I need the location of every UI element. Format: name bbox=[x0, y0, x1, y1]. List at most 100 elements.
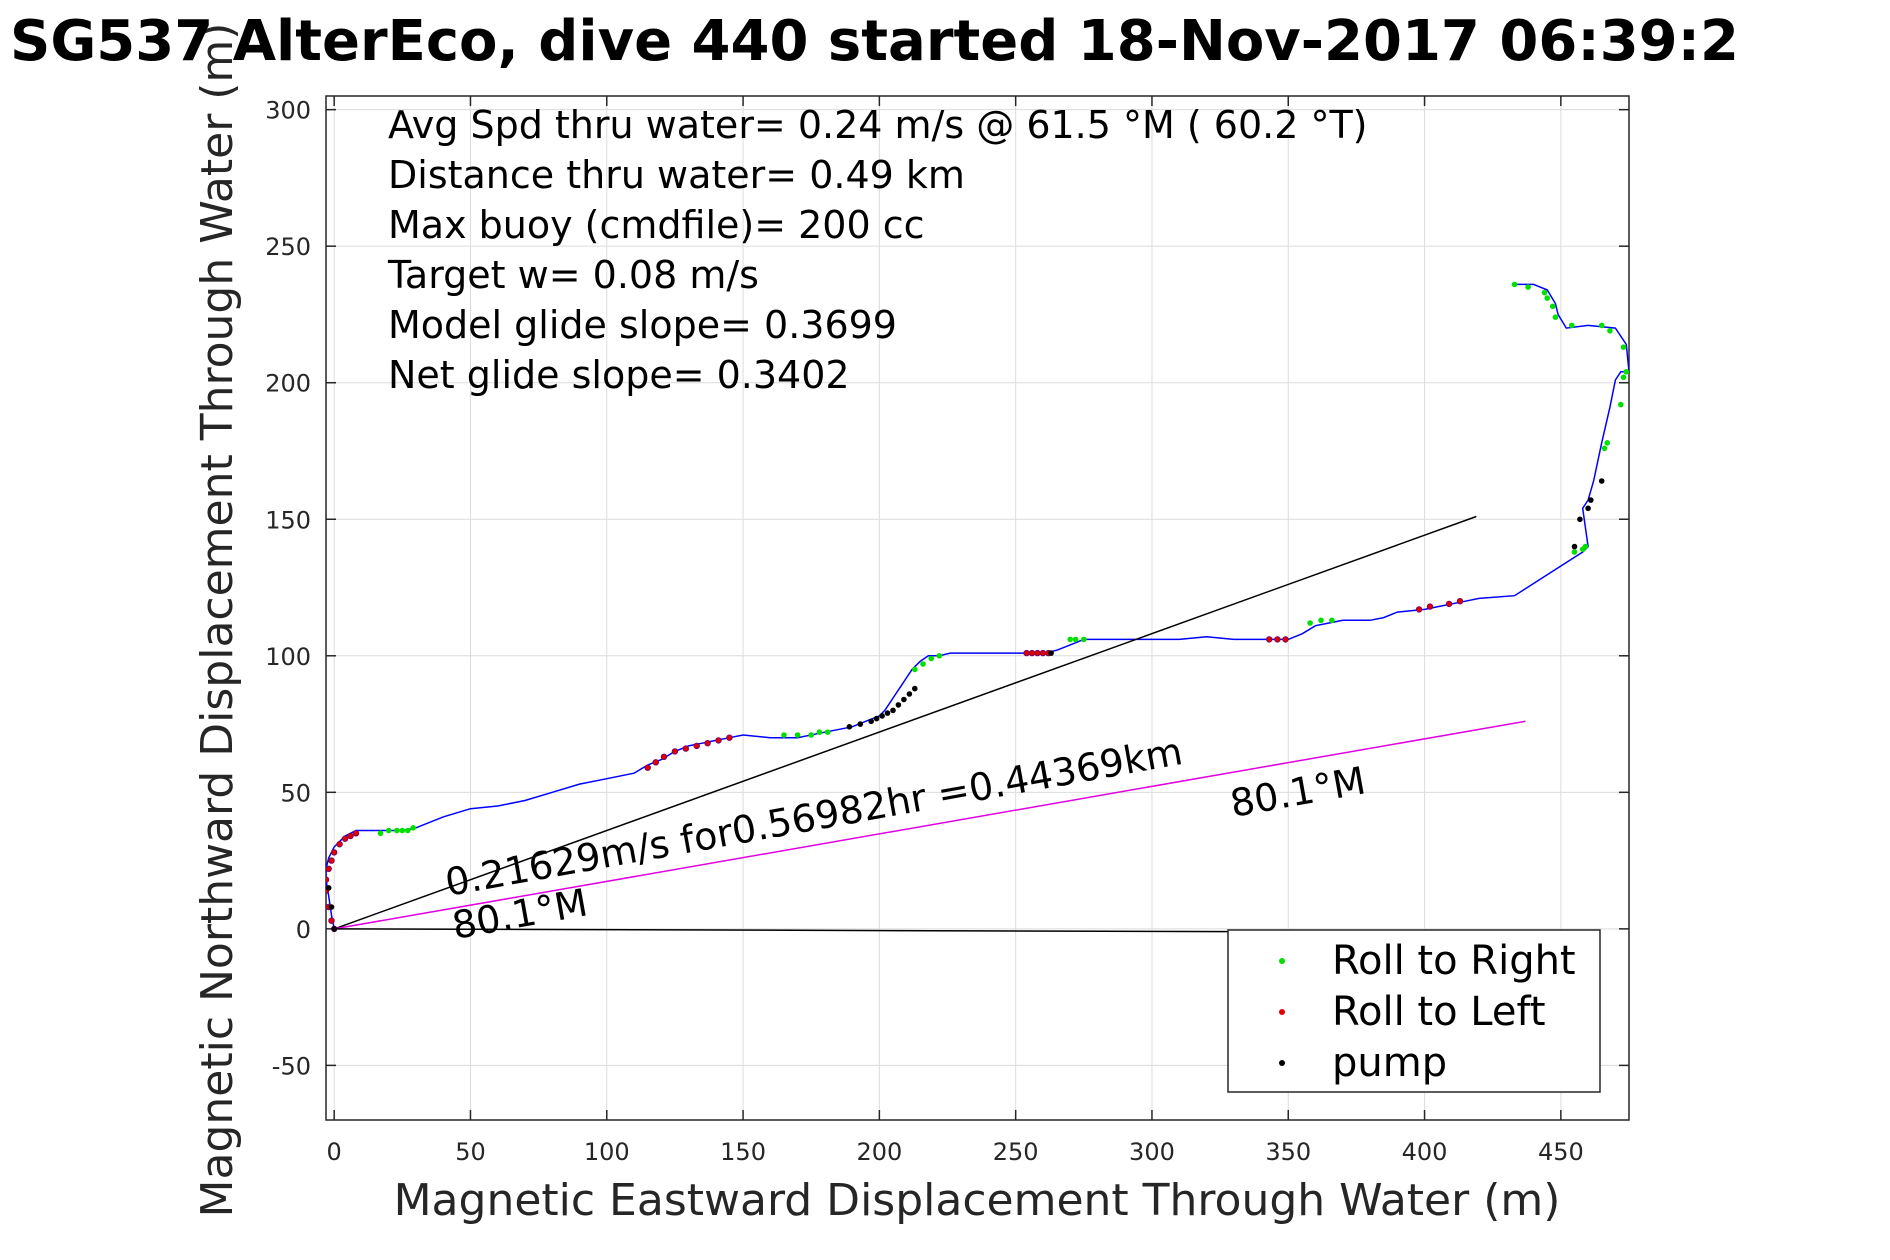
point-roll-to-right bbox=[928, 655, 934, 662]
y-tick-label: 250 bbox=[265, 233, 311, 261]
point-roll-to-right bbox=[1571, 549, 1578, 555]
point-pump bbox=[1585, 505, 1591, 512]
y-tick-label: 200 bbox=[265, 370, 311, 398]
series-line-net-displacement bbox=[333, 515, 1477, 930]
point-roll-to-right bbox=[1549, 303, 1556, 310]
point-roll-to-left bbox=[1039, 649, 1047, 657]
point-roll-to-right bbox=[920, 661, 926, 667]
series-line-track bbox=[326, 283, 1629, 930]
x-tick-label: 150 bbox=[720, 1138, 766, 1166]
point-roll-to-left bbox=[326, 876, 330, 883]
point-pump bbox=[1588, 497, 1594, 503]
annotation-avg-speed: Avg Spd thru water= 0.24 m/s @ 61.5 °M (… bbox=[388, 103, 1368, 147]
series-line-reference-line bbox=[334, 928, 1234, 933]
point-roll-to-right bbox=[1067, 636, 1073, 643]
legend: Roll to Right Roll to Left pump bbox=[1227, 929, 1601, 1093]
point-roll-to-right bbox=[1081, 636, 1087, 643]
point-roll-to-right bbox=[1598, 322, 1605, 329]
point-roll-to-right bbox=[1541, 289, 1548, 296]
legend-box bbox=[1227, 929, 1601, 1093]
point-roll-to-right bbox=[410, 825, 417, 831]
point-roll-to-right bbox=[816, 729, 823, 735]
point-roll-to-left bbox=[682, 745, 689, 752]
point-roll-to-right bbox=[1607, 328, 1613, 334]
point-roll-to-right bbox=[1511, 281, 1518, 288]
point-pump bbox=[884, 710, 891, 716]
point-roll-to-right bbox=[1604, 440, 1610, 446]
point-roll-to-right bbox=[405, 827, 411, 834]
point-roll-to-left bbox=[341, 835, 349, 842]
point-pump bbox=[857, 721, 864, 727]
annotation-model-glide: Model glide slope= 0.3699 bbox=[388, 303, 897, 347]
annotation-target-w: Target w= 0.08 m/s bbox=[387, 253, 759, 297]
legend-marker-pump bbox=[1279, 1060, 1285, 1066]
x-tick-label: 300 bbox=[1129, 1138, 1175, 1166]
x-tick-label: 400 bbox=[1402, 1138, 1448, 1166]
annotation-distance: Distance thru water= 0.49 km bbox=[388, 153, 965, 197]
point-pump bbox=[326, 885, 332, 891]
point-pump bbox=[1048, 650, 1054, 656]
plot-box bbox=[325, 95, 1630, 1121]
point-roll-to-right bbox=[1623, 369, 1629, 375]
point-roll-to-right bbox=[1329, 617, 1335, 624]
x-tick-label: 350 bbox=[1265, 1138, 1311, 1166]
legend-label-roll-left: Roll to Left bbox=[1332, 989, 1546, 1035]
legend-label-roll-right: Roll to Right bbox=[1332, 938, 1576, 984]
legend-label-pump: pump bbox=[1332, 1040, 1447, 1086]
point-pump bbox=[890, 707, 896, 714]
point-pump bbox=[1598, 478, 1605, 484]
point-roll-to-right bbox=[794, 732, 801, 738]
point-roll-to-left bbox=[326, 865, 332, 872]
y-axis-label: Magnetic Northward Displacement Through … bbox=[192, 23, 243, 1218]
legend-marker-roll-right bbox=[1279, 958, 1285, 964]
x-tick-label: 50 bbox=[455, 1138, 486, 1166]
point-roll-to-left bbox=[336, 841, 343, 848]
point-pump bbox=[328, 904, 335, 910]
y-tick-label: 100 bbox=[265, 643, 311, 671]
point-roll-to-right bbox=[1552, 314, 1559, 321]
point-pump bbox=[895, 702, 902, 708]
y-tick-label: 50 bbox=[280, 779, 311, 807]
point-roll-to-left bbox=[328, 857, 335, 864]
series-group bbox=[326, 281, 1629, 933]
point-pump bbox=[906, 691, 913, 697]
point-roll-to-right bbox=[1318, 617, 1324, 624]
point-pump bbox=[1577, 516, 1583, 523]
point-pump bbox=[873, 715, 880, 722]
point-roll-to-right bbox=[781, 732, 787, 738]
annotation-net-glide: Net glide slope= 0.3402 bbox=[388, 353, 850, 397]
chart-title: SG537 AlterEco, dive 440 started 18-Nov-… bbox=[10, 9, 1739, 74]
point-roll-to-left bbox=[1274, 636, 1281, 643]
point-pump bbox=[879, 713, 885, 719]
point-pump bbox=[901, 696, 907, 703]
point-roll-to-left bbox=[1445, 600, 1453, 608]
point-roll-to-left bbox=[671, 748, 679, 755]
point-roll-to-right bbox=[1072, 636, 1079, 643]
point-roll-to-left bbox=[1426, 603, 1434, 610]
point-roll-to-left bbox=[1456, 598, 1464, 605]
point-roll-to-right bbox=[377, 830, 384, 837]
point-roll-to-left bbox=[704, 740, 711, 747]
point-roll-to-left bbox=[1415, 606, 1423, 613]
y-tick-label: -50 bbox=[272, 1052, 311, 1080]
point-roll-to-left bbox=[693, 742, 700, 750]
point-roll-to-right bbox=[936, 653, 943, 659]
series-layer bbox=[326, 281, 1629, 933]
ticks: 0 50 100 150 200 250 300 350 400 450 -50 0 50 100 150 2… bbox=[265, 96, 1629, 1166]
y-tick-label: 300 bbox=[265, 97, 311, 125]
x-tick-label: 200 bbox=[856, 1138, 902, 1166]
point-roll-to-right bbox=[912, 666, 918, 673]
point-roll-to-left bbox=[644, 764, 651, 771]
point-roll-to-right bbox=[808, 732, 814, 738]
point-roll-to-right bbox=[824, 729, 831, 735]
point-roll-to-right bbox=[1601, 445, 1608, 452]
point-pump bbox=[868, 718, 874, 725]
point-roll-to-right bbox=[399, 827, 406, 834]
point-pump bbox=[1571, 543, 1578, 550]
x-axis-label: Magnetic Eastward Displacement Through W… bbox=[394, 1175, 1561, 1226]
point-roll-to-left bbox=[1282, 636, 1289, 643]
point-roll-to-left bbox=[715, 737, 722, 744]
point-pump bbox=[912, 685, 918, 692]
point-roll-to-right bbox=[1618, 401, 1624, 408]
annotation-block: Avg Spd thru water= 0.24 m/s @ 61.5 °M (… bbox=[387, 103, 1368, 397]
